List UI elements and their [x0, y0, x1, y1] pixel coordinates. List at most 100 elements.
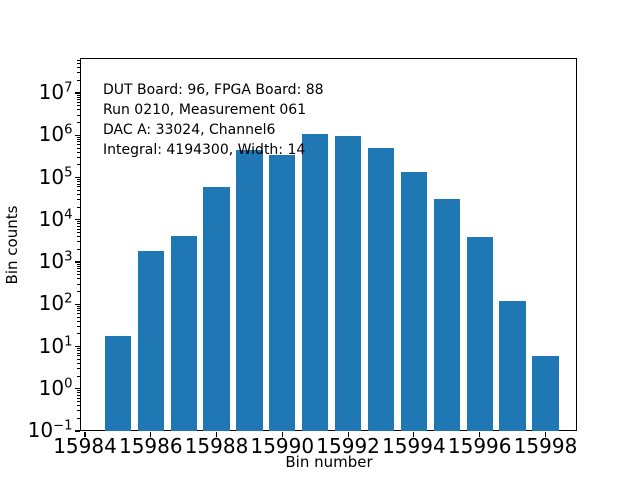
y-minor-tick: [76, 193, 80, 195]
x-tick-label: 15992: [316, 434, 380, 458]
y-minor-tick: [76, 320, 80, 322]
y-axis-label: Bin counts: [3, 205, 21, 285]
y-minor-tick: [76, 397, 80, 399]
x-axis-label: Bin number: [285, 453, 373, 471]
x-tick-label: 15986: [118, 434, 183, 458]
x-tick: [347, 431, 349, 437]
y-tick: [74, 219, 80, 221]
bar: [334, 135, 362, 431]
y-minor-tick: [76, 283, 80, 285]
y-minor-tick: [76, 122, 80, 124]
y-tick: [74, 303, 80, 305]
y-minor-tick: [76, 223, 80, 225]
y-minor-tick: [76, 232, 80, 233]
y-minor-tick: [76, 206, 80, 208]
y-minor-tick: [76, 96, 80, 98]
x-tick-label: 15990: [250, 434, 315, 458]
y-minor-tick: [76, 225, 80, 227]
y-tick-label: 101: [38, 333, 73, 358]
y-minor-tick: [76, 151, 80, 153]
y-minor-tick: [76, 291, 80, 292]
x-tick: [544, 431, 547, 437]
x-tick-label: 15994: [382, 434, 446, 458]
y-minor-tick: [76, 333, 80, 335]
y-tick-label: 107: [38, 80, 73, 104]
bar: [367, 148, 395, 431]
y-minor-tick: [76, 310, 80, 312]
y-minor-tick: [76, 274, 80, 276]
y-minor-tick: [76, 263, 80, 265]
bar: [302, 133, 329, 431]
y-minor-tick: [76, 325, 80, 327]
bar: [137, 251, 164, 431]
annotation-line: Integral: 4194300, Width: 14: [103, 142, 306, 158]
y-tick-label: 103: [38, 249, 73, 273]
y-minor-tick: [76, 72, 80, 74]
y-minor-tick: [76, 236, 80, 238]
y-minor-tick: [76, 179, 80, 180]
x-tick: [479, 431, 481, 437]
y-minor-tick: [76, 265, 80, 267]
y-minor-tick: [76, 144, 80, 146]
y-tick-label: 10−1: [27, 418, 73, 442]
y-tick: [74, 176, 80, 179]
y-tick: [74, 134, 80, 136]
y-minor-tick: [76, 221, 80, 223]
bar: [433, 199, 460, 431]
y-minor-tick: [76, 101, 80, 103]
y-minor-tick: [76, 189, 80, 191]
y-tick-label: 104: [38, 206, 73, 231]
y-minor-tick: [76, 305, 80, 307]
y-minor-tick: [76, 358, 80, 360]
y-tick-label: 106: [38, 122, 73, 147]
bar: [499, 301, 526, 431]
y-minor-tick: [76, 164, 80, 166]
y-minor-tick: [76, 141, 80, 143]
y-minor-tick: [76, 183, 80, 185]
y-minor-tick: [76, 186, 80, 188]
y-minor-tick: [76, 410, 80, 412]
y-minor-tick: [76, 350, 80, 352]
y-tick-label: 102: [38, 291, 73, 316]
annotation-block: DUT Board: 96, FPGA Board: 88 Run 0210, M…: [103, 80, 324, 160]
x-tick-label: 15998: [513, 434, 578, 458]
y-minor-tick: [76, 368, 80, 370]
y-minor-tick: [76, 268, 80, 270]
y-minor-tick: [76, 79, 80, 81]
y-minor-tick: [76, 199, 80, 201]
x-tick: [413, 431, 415, 437]
bar: [236, 149, 263, 431]
y-minor-tick: [76, 59, 80, 61]
y-minor-tick: [76, 114, 80, 116]
x-tick: [281, 431, 283, 437]
annotation-line: DAC A: 33024, Channel6: [103, 122, 276, 138]
bar: [400, 172, 427, 431]
y-tick-label: 100: [38, 375, 73, 400]
y-minor-tick: [76, 67, 80, 69]
annotation-line: DUT Board: 96, FPGA Board: 88: [103, 82, 324, 98]
annotation-line: Run 0210, Measurement 061: [103, 102, 307, 118]
y-minor-tick: [76, 138, 80, 140]
y-tick: [74, 92, 80, 94]
x-tick-label: 15988: [184, 434, 249, 458]
y-minor-tick: [76, 156, 80, 158]
x-tick-label: 15996: [447, 434, 512, 458]
y-tick: [74, 345, 80, 348]
bar: [466, 237, 493, 431]
y-minor-tick: [76, 316, 80, 318]
y-minor-tick: [76, 94, 80, 96]
y-minor-tick: [76, 228, 80, 230]
y-tick: [74, 430, 80, 432]
x-tick: [150, 431, 152, 437]
y-minor-tick: [76, 63, 80, 64]
y-tick: [74, 388, 80, 390]
y-minor-tick: [76, 392, 80, 394]
y-tick-label: 105: [38, 164, 73, 189]
y-minor-tick: [76, 105, 80, 107]
y-minor-tick: [76, 390, 80, 392]
bar: [170, 236, 197, 431]
y-minor-tick: [76, 270, 80, 272]
x-tick-label: 15984: [53, 434, 117, 458]
y-minor-tick: [76, 181, 80, 183]
